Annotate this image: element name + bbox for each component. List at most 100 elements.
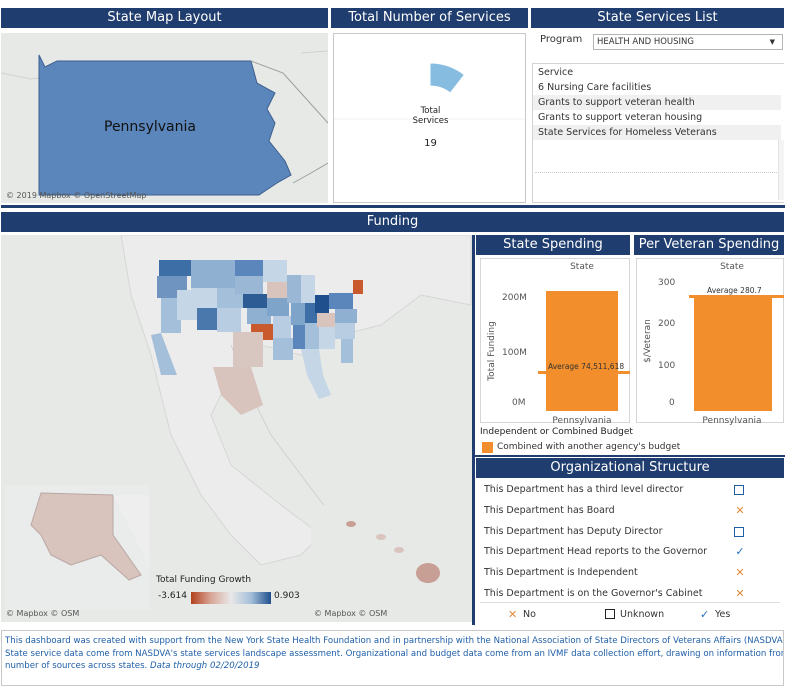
org-row: This Department Head reports to the Gove… bbox=[484, 546, 784, 557]
yes-check-icon: ✓ bbox=[735, 546, 745, 558]
alaska-map-attribution: © Mapbox © OSM bbox=[6, 609, 80, 618]
hawaii-map-attribution: © Mapbox © OSM bbox=[314, 609, 388, 618]
vertical-divider bbox=[472, 235, 475, 625]
program-select-value: HEALTH AND HOUSING bbox=[597, 37, 694, 47]
total-services-header: Total Number of Services bbox=[331, 8, 528, 28]
state-spending-axis-label: Total Funding bbox=[487, 321, 497, 381]
budget-legend-swatch bbox=[482, 442, 493, 453]
org-row-label: This Department is on the Governor's Cab… bbox=[484, 588, 703, 599]
services-scrollbar[interactable] bbox=[778, 140, 784, 200]
per-veteran-axis-label: $/Veteran bbox=[643, 319, 653, 363]
services-list-header: State Services List bbox=[531, 8, 784, 28]
donut-segment[interactable] bbox=[429, 62, 466, 94]
state-label: Pennsylvania bbox=[104, 119, 196, 135]
state-map-svg bbox=[1, 33, 328, 203]
per-veteran-chart-frame bbox=[636, 258, 784, 423]
legend-unknown-square-icon bbox=[605, 609, 615, 619]
no-x-icon: ✕ bbox=[735, 505, 745, 517]
state-spending-bar[interactable] bbox=[546, 291, 618, 411]
org-structure-panel: This Department has a third level direct… bbox=[476, 478, 784, 624]
state-spending-header: State Spending bbox=[476, 235, 630, 255]
org-row-label: This Department has Deputy Director bbox=[484, 526, 663, 537]
services-donut-chart[interactable] bbox=[334, 34, 527, 204]
legend-yes-label: Yes bbox=[715, 609, 731, 620]
funding-map[interactable]: Total Funding Growth -3.614 0.903 © Mapb… bbox=[1, 235, 472, 622]
footer-note: This dashboard was created with support … bbox=[1, 630, 784, 686]
program-select[interactable]: HEALTH AND HOUSING ▼ bbox=[593, 34, 783, 50]
map-attribution: © 2019 Mapbox © OpenStreetMap bbox=[6, 191, 147, 200]
footer-line-3: number of sources across states. Data th… bbox=[5, 660, 780, 673]
state-spending-column-title: State bbox=[570, 262, 594, 272]
chevron-down-icon: ▼ bbox=[769, 38, 775, 46]
state-spending-panel: State Total Funding 200M 100M 0M Average… bbox=[476, 256, 680, 456]
legend-unknown-label: Unknown bbox=[620, 609, 665, 620]
unknown-square-icon bbox=[734, 527, 744, 537]
footer-line-2: State service data come from NASDVA's st… bbox=[5, 648, 784, 659]
org-row: This Department has Board bbox=[484, 505, 784, 516]
state-spending-chart-frame bbox=[480, 258, 630, 423]
legend-no-x-icon: ✕ bbox=[508, 609, 518, 621]
state-spending-category-label: Pennsylvania bbox=[552, 416, 612, 426]
per-veteran-header: Per Veteran Spending bbox=[634, 235, 784, 255]
state-spending-tick: 100M bbox=[502, 348, 527, 358]
funding-header: Funding bbox=[1, 212, 784, 232]
per-veteran-tick: 300 bbox=[658, 278, 676, 288]
per-veteran-bar[interactable] bbox=[694, 296, 772, 411]
no-x-icon: ✕ bbox=[735, 567, 745, 579]
legend-yes-check-icon: ✓ bbox=[700, 609, 710, 621]
funding-legend-title: Total Funding Growth bbox=[156, 575, 252, 585]
service-row[interactable]: Grants to support veteran health bbox=[533, 95, 781, 110]
horizontal-divider bbox=[475, 455, 785, 457]
org-row-label: This Department has a third level direct… bbox=[484, 484, 684, 495]
pennsylvania-shape bbox=[38, 54, 292, 196]
donut-total-value: 19 bbox=[424, 138, 437, 149]
services-table: Service 6 Nursing Care facilities Grants… bbox=[532, 63, 784, 203]
per-veteran-panel: State $/Veteran 300 200 100 0 Average 28… bbox=[634, 256, 785, 426]
per-veteran-tick: 0 bbox=[669, 398, 675, 408]
org-legend-divider bbox=[480, 602, 780, 603]
state-spending-average-line bbox=[538, 370, 630, 374]
per-veteran-average-label: Average 280.7 bbox=[707, 286, 762, 295]
per-veteran-tick: 200 bbox=[658, 319, 676, 329]
service-column-header: Service bbox=[538, 67, 574, 78]
org-row-label: This Department has Board bbox=[484, 505, 615, 516]
state-spending-average-label: Average 74,511,618 bbox=[548, 361, 625, 371]
budget-legend-item[interactable]: Combined with another agency's budget bbox=[497, 442, 681, 452]
funding-legend-gradient bbox=[191, 592, 271, 604]
state-map-header: State Map Layout bbox=[1, 8, 328, 28]
service-row[interactable]: Grants to support veteran housing bbox=[538, 112, 703, 123]
donut-center-label-2: Services bbox=[412, 116, 449, 126]
per-veteran-column-title: State bbox=[720, 262, 744, 272]
donut-center-label-1: Total bbox=[420, 106, 441, 116]
org-structure-header: Organizational Structure bbox=[476, 458, 784, 478]
footer-line-1: This dashboard was created with support … bbox=[5, 636, 784, 646]
funding-legend-min: -3.614 bbox=[158, 591, 188, 601]
state-map[interactable]: Pennsylvania © 2019 Mapbox © OpenStreetM… bbox=[1, 33, 328, 203]
org-row-label: This Department Head reports to the Gove… bbox=[484, 546, 708, 557]
services-table-empty-area bbox=[535, 172, 783, 202]
unknown-square-icon bbox=[734, 485, 744, 495]
per-veteran-category-label: Pennsylvania bbox=[702, 416, 762, 426]
total-services-panel: Total Services 19 bbox=[333, 33, 527, 204]
org-row: This Department is on the Governor's Cab… bbox=[484, 588, 784, 599]
per-veteran-average-line bbox=[689, 295, 784, 298]
program-label: Program bbox=[540, 34, 583, 45]
org-row: This Department is Independent bbox=[484, 567, 784, 578]
footer-line-3-text: number of sources across states. bbox=[5, 661, 148, 671]
services-list-panel: Program HEALTH AND HOUSING ▼ Service 6 N… bbox=[531, 31, 784, 203]
top-section-divider bbox=[1, 205, 785, 208]
service-row[interactable]: 6 Nursing Care facilities bbox=[538, 82, 652, 93]
state-spending-tick: 200M bbox=[502, 293, 527, 303]
budget-legend-title: Independent or Combined Budget bbox=[480, 427, 633, 437]
legend-no-label: No bbox=[523, 609, 536, 620]
org-row-label: This Department is Independent bbox=[484, 567, 638, 578]
service-row[interactable]: State Services for Homeless Veterans bbox=[533, 125, 781, 140]
org-row: This Department has a third level direct… bbox=[484, 484, 784, 495]
footer-date-note: Data through 02/20/2019 bbox=[150, 661, 260, 671]
funding-map-svg bbox=[1, 235, 472, 622]
funding-legend-max: 0.903 bbox=[274, 591, 300, 601]
org-row: This Department has Deputy Director bbox=[484, 526, 784, 537]
state-spending-tick: 0M bbox=[512, 398, 526, 408]
no-x-icon: ✕ bbox=[735, 588, 745, 600]
per-veteran-tick: 100 bbox=[658, 361, 676, 371]
